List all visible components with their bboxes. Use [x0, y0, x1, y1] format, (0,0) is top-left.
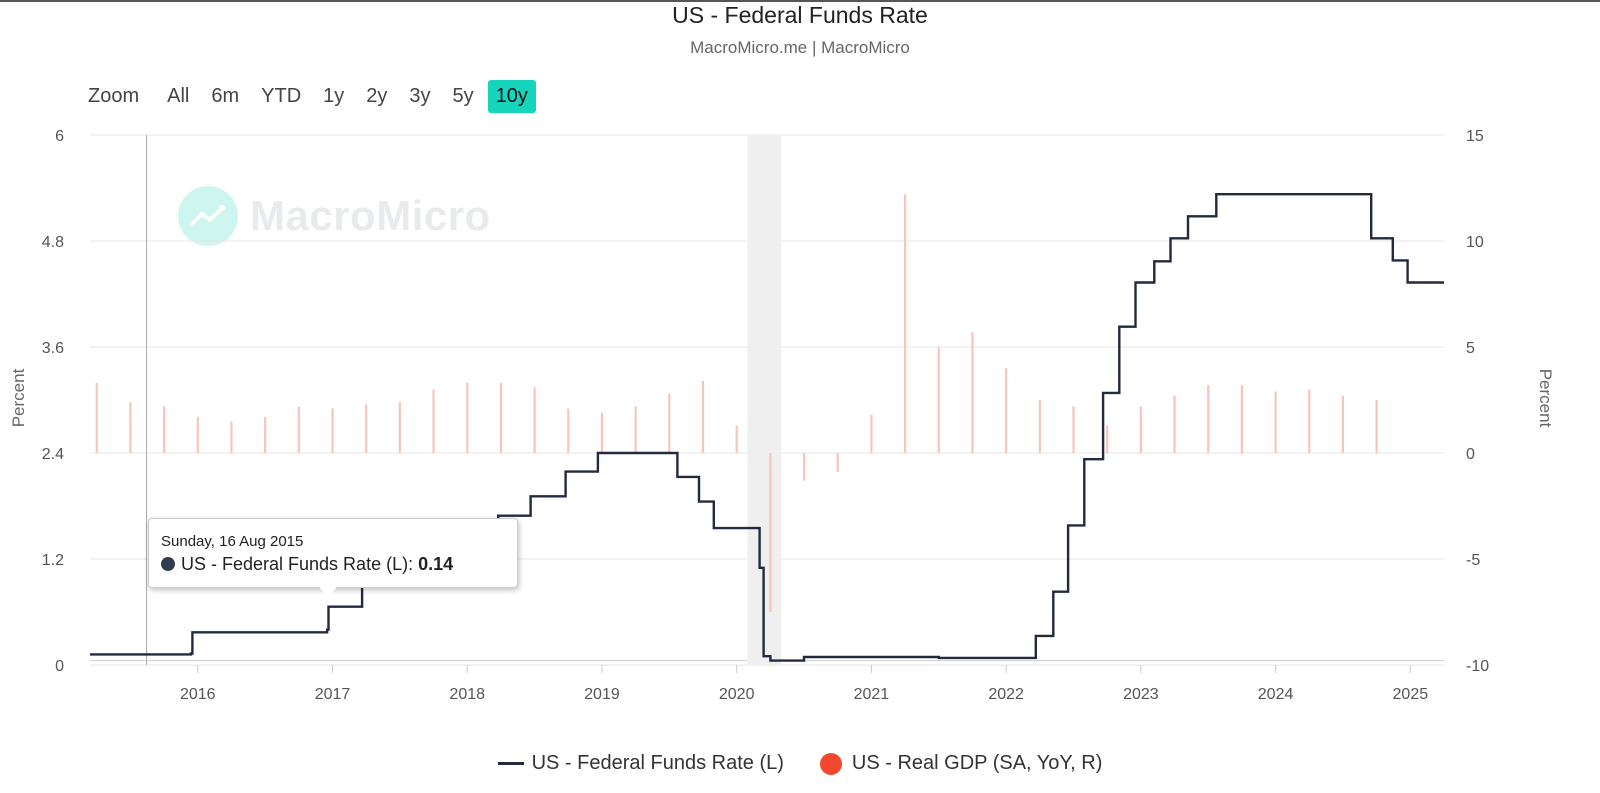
- tooltip-series-name: US - Federal Funds Rate (L): [181, 554, 409, 574]
- x-tick-label: 2017: [315, 686, 351, 703]
- right-tick-label: 5: [1466, 340, 1475, 357]
- legend: US - Federal Funds Rate (L) US - Real GD…: [0, 752, 1600, 775]
- right-tick-label: 0: [1466, 446, 1475, 463]
- legend-item-gdp[interactable]: US - Real GDP (SA, YoY, R): [819, 752, 1103, 775]
- tooltip: Sunday, 16 Aug 2015 US - Federal Funds R…: [148, 518, 518, 597]
- right-tick-label: -5: [1466, 552, 1480, 569]
- x-tick-label: 2020: [719, 686, 755, 703]
- x-tick-label: 2022: [988, 686, 1024, 703]
- right-tick-label: 15: [1466, 128, 1484, 145]
- zoom-label: Zoom: [88, 84, 140, 107]
- x-tick-label: 2016: [180, 686, 216, 703]
- x-axis-ticks: 2016 2017 2018 2019 2020 2021 2022 2023 2024 2025: [180, 665, 1428, 703]
- range-button-3y[interactable]: 3y: [409, 84, 431, 107]
- right-tick-label: -10: [1466, 658, 1489, 675]
- range-button-ytd[interactable]: YTD: [261, 84, 302, 107]
- left-axis-title: Percent: [9, 368, 28, 427]
- right-axis-title: Percent: [1536, 369, 1555, 428]
- watermark: MacroMicro: [178, 186, 491, 246]
- left-tick-label: 0: [55, 658, 64, 675]
- tooltip-date: Sunday, 16 Aug 2015: [161, 533, 304, 550]
- x-tick-label: 2019: [584, 686, 620, 703]
- left-tick-label: 3.6: [42, 340, 64, 357]
- series-dot-icon: [161, 557, 175, 571]
- tooltip-row: US - Federal Funds Rate (L): 0.14: [161, 554, 453, 575]
- watermark-text: MacroMicro: [250, 192, 491, 239]
- legend-item-ffr[interactable]: US - Federal Funds Rate (L): [497, 752, 784, 775]
- legend-label-ffr: US - Federal Funds Rate (L): [531, 752, 784, 774]
- legend-label-gdp: US - Real GDP (SA, YoY, R): [851, 752, 1103, 774]
- left-axis-ticks: 0 1.2 2.4 3.6 4.8 6: [42, 128, 64, 675]
- range-button-10y[interactable]: 10y: [487, 79, 536, 113]
- left-tick-label: 6: [55, 128, 64, 145]
- left-tick-label: 4.8: [42, 234, 64, 251]
- chart-subtitle: MacroMicro.me | MacroMicro: [690, 38, 910, 57]
- range-button-1y[interactable]: 1y: [323, 84, 345, 107]
- right-tick-label: 10: [1466, 234, 1484, 251]
- top-border: [0, 0, 1600, 2]
- left-tick-label: 1.2: [42, 552, 64, 569]
- left-tick-label: 2.4: [42, 446, 64, 463]
- range-selector: Zoom All 6m YTD 1y 2y 3y 5y 10y: [84, 78, 542, 114]
- range-button-5y[interactable]: 5y: [452, 84, 474, 107]
- range-button-2y[interactable]: 2y: [366, 84, 388, 107]
- watermark-logo-icon: [178, 186, 238, 246]
- range-button-6m[interactable]: 6m: [211, 84, 240, 107]
- gdp-bars: [95, 194, 1378, 612]
- x-tick-label: 2021: [854, 686, 890, 703]
- right-axis-ticks: -10 -5 0 5 10 15: [1466, 128, 1489, 675]
- tooltip-value: 0.14: [418, 554, 454, 574]
- line-swatch-icon: [497, 762, 524, 765]
- x-tick-label: 2024: [1258, 686, 1294, 703]
- chart-title: US - Federal Funds Rate: [672, 2, 928, 28]
- dot-swatch-icon: [819, 752, 842, 775]
- x-tick-label: 2023: [1123, 686, 1159, 703]
- x-tick-label: 2025: [1393, 686, 1429, 703]
- range-button-all[interactable]: All: [167, 84, 190, 107]
- x-tick-label: 2018: [449, 686, 485, 703]
